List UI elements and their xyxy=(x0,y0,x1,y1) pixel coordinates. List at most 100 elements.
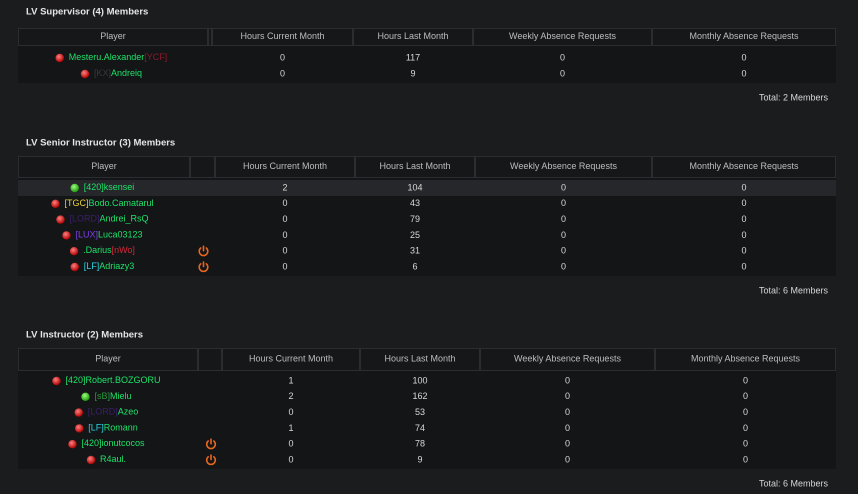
player-name: [sB]Mielu xyxy=(94,391,131,401)
header-cell xyxy=(18,156,190,178)
cell-value: 9 xyxy=(410,68,415,78)
name-part: R4aul. xyxy=(100,454,126,464)
column-header: Weekly Absence Requests xyxy=(514,353,621,363)
name-part: [LF] xyxy=(88,423,104,433)
cell-value: 2 xyxy=(282,182,287,192)
header-cell xyxy=(18,28,208,46)
cell-value: 1 xyxy=(288,423,293,433)
section-title: LV Senior Instructor (3) Members xyxy=(26,138,175,149)
cell-value: 31 xyxy=(410,246,420,256)
header-cell xyxy=(212,28,353,46)
column-header: Player xyxy=(95,353,121,363)
name-part: [420]Robert.BOZGORU xyxy=(65,375,160,385)
name-part: Azeo xyxy=(118,407,139,417)
name-part: [KX] xyxy=(94,68,111,78)
cell-value: 74 xyxy=(415,423,425,433)
header-cell xyxy=(473,28,652,46)
column-header: Hours Last Month xyxy=(379,161,450,171)
name-part: Bodo.Camatarul xyxy=(88,198,153,208)
header-cell xyxy=(655,348,836,371)
cell-value: 0 xyxy=(560,68,565,78)
header-cell xyxy=(215,156,355,178)
row-highlight xyxy=(18,180,836,196)
total-count: Total: 6 Members xyxy=(759,478,829,488)
away-icon-arc xyxy=(198,263,209,273)
name-part: Andrei_RsQ xyxy=(99,214,148,224)
cell-value: 43 xyxy=(410,198,420,208)
column-header: Monthly Absence Requests xyxy=(689,31,799,41)
cell-value: 0 xyxy=(561,246,566,256)
cell-value: 0 xyxy=(741,68,746,78)
status-dot xyxy=(70,262,79,272)
status-dot xyxy=(51,199,60,208)
player-name: [420]ionutcocos xyxy=(81,439,145,449)
cell-value: 0 xyxy=(743,454,748,464)
total-count: Total: 2 Members xyxy=(759,92,829,102)
header-cell xyxy=(208,28,212,46)
name-part: [sB] xyxy=(94,391,110,401)
player-name: [KX]Andreiq xyxy=(94,68,142,78)
player-name: [TGC]Bodo.Camatarul xyxy=(64,198,153,208)
column-header: Player xyxy=(100,31,126,41)
cell-value: 0 xyxy=(565,423,570,433)
status-dot xyxy=(55,53,64,63)
player-name: [LORD]Andrei_RsQ xyxy=(69,214,148,224)
header-cell xyxy=(475,156,652,178)
player-name: [LORD]Azeo xyxy=(88,407,139,417)
cell-value: 0 xyxy=(282,246,287,256)
player-name: [420]Robert.BOZGORU xyxy=(65,375,160,385)
away-icon xyxy=(198,261,209,273)
column-header: Weekly Absence Requests xyxy=(509,31,616,41)
name-part: Andreiq xyxy=(111,68,142,78)
cell-value: 100 xyxy=(412,375,427,385)
column-header: Monthly Absence Requests xyxy=(689,161,799,171)
column-header: Hours Last Month xyxy=(384,353,455,363)
column-header: Weekly Absence Requests xyxy=(510,161,617,171)
name-part: [420]ionutcocos xyxy=(81,439,145,449)
away-icon xyxy=(198,245,209,257)
cell-value: 0 xyxy=(741,52,746,62)
cell-value: 0 xyxy=(565,407,570,417)
name-part: Mesteru.Alexander xyxy=(69,52,145,62)
cell-value: 0 xyxy=(560,52,565,62)
name-part: [nWo] xyxy=(112,246,135,256)
cell-value: 6 xyxy=(412,261,417,271)
away-icon-arc xyxy=(205,440,217,450)
section-title: LV Instructor (2) Members xyxy=(26,330,143,341)
cell-value: 0 xyxy=(561,214,566,224)
away-icon xyxy=(205,454,217,466)
cell-value: 0 xyxy=(565,391,570,401)
cell-value: 9 xyxy=(417,454,422,464)
status-dot xyxy=(80,69,90,79)
name-part: .Darius xyxy=(83,246,112,256)
cell-value: 104 xyxy=(407,182,422,192)
status-dot xyxy=(81,392,90,401)
header-cell xyxy=(222,348,360,371)
cell-value: 53 xyxy=(415,407,425,417)
cell-value: 79 xyxy=(410,214,420,224)
cell-value: 0 xyxy=(743,391,748,401)
column-header: Hours Current Month xyxy=(249,353,333,363)
cell-value: 0 xyxy=(288,407,293,417)
status-dot xyxy=(74,408,83,417)
cell-value: 25 xyxy=(410,230,420,240)
header-cell xyxy=(480,348,655,371)
cell-value: 162 xyxy=(412,391,427,401)
name-part: Luca03123 xyxy=(98,230,143,240)
header-cell xyxy=(360,348,480,371)
header-cell xyxy=(198,348,222,371)
cell-value: 0 xyxy=(741,246,746,256)
player-name: Mesteru.Alexander[YCF] xyxy=(69,52,168,62)
name-part: Mielu xyxy=(110,391,132,401)
player-name: [LUX]Luca03123 xyxy=(75,230,142,240)
cell-value: 0 xyxy=(288,439,293,449)
cell-value: 0 xyxy=(280,52,285,62)
name-part: [LUX] xyxy=(75,230,98,240)
status-dot xyxy=(62,231,71,240)
name-part: [LF] xyxy=(84,261,100,271)
cell-value: 0 xyxy=(561,230,566,240)
away-icon xyxy=(205,438,217,450)
cell-value: 0 xyxy=(282,230,287,240)
cell-value: 0 xyxy=(741,214,746,224)
